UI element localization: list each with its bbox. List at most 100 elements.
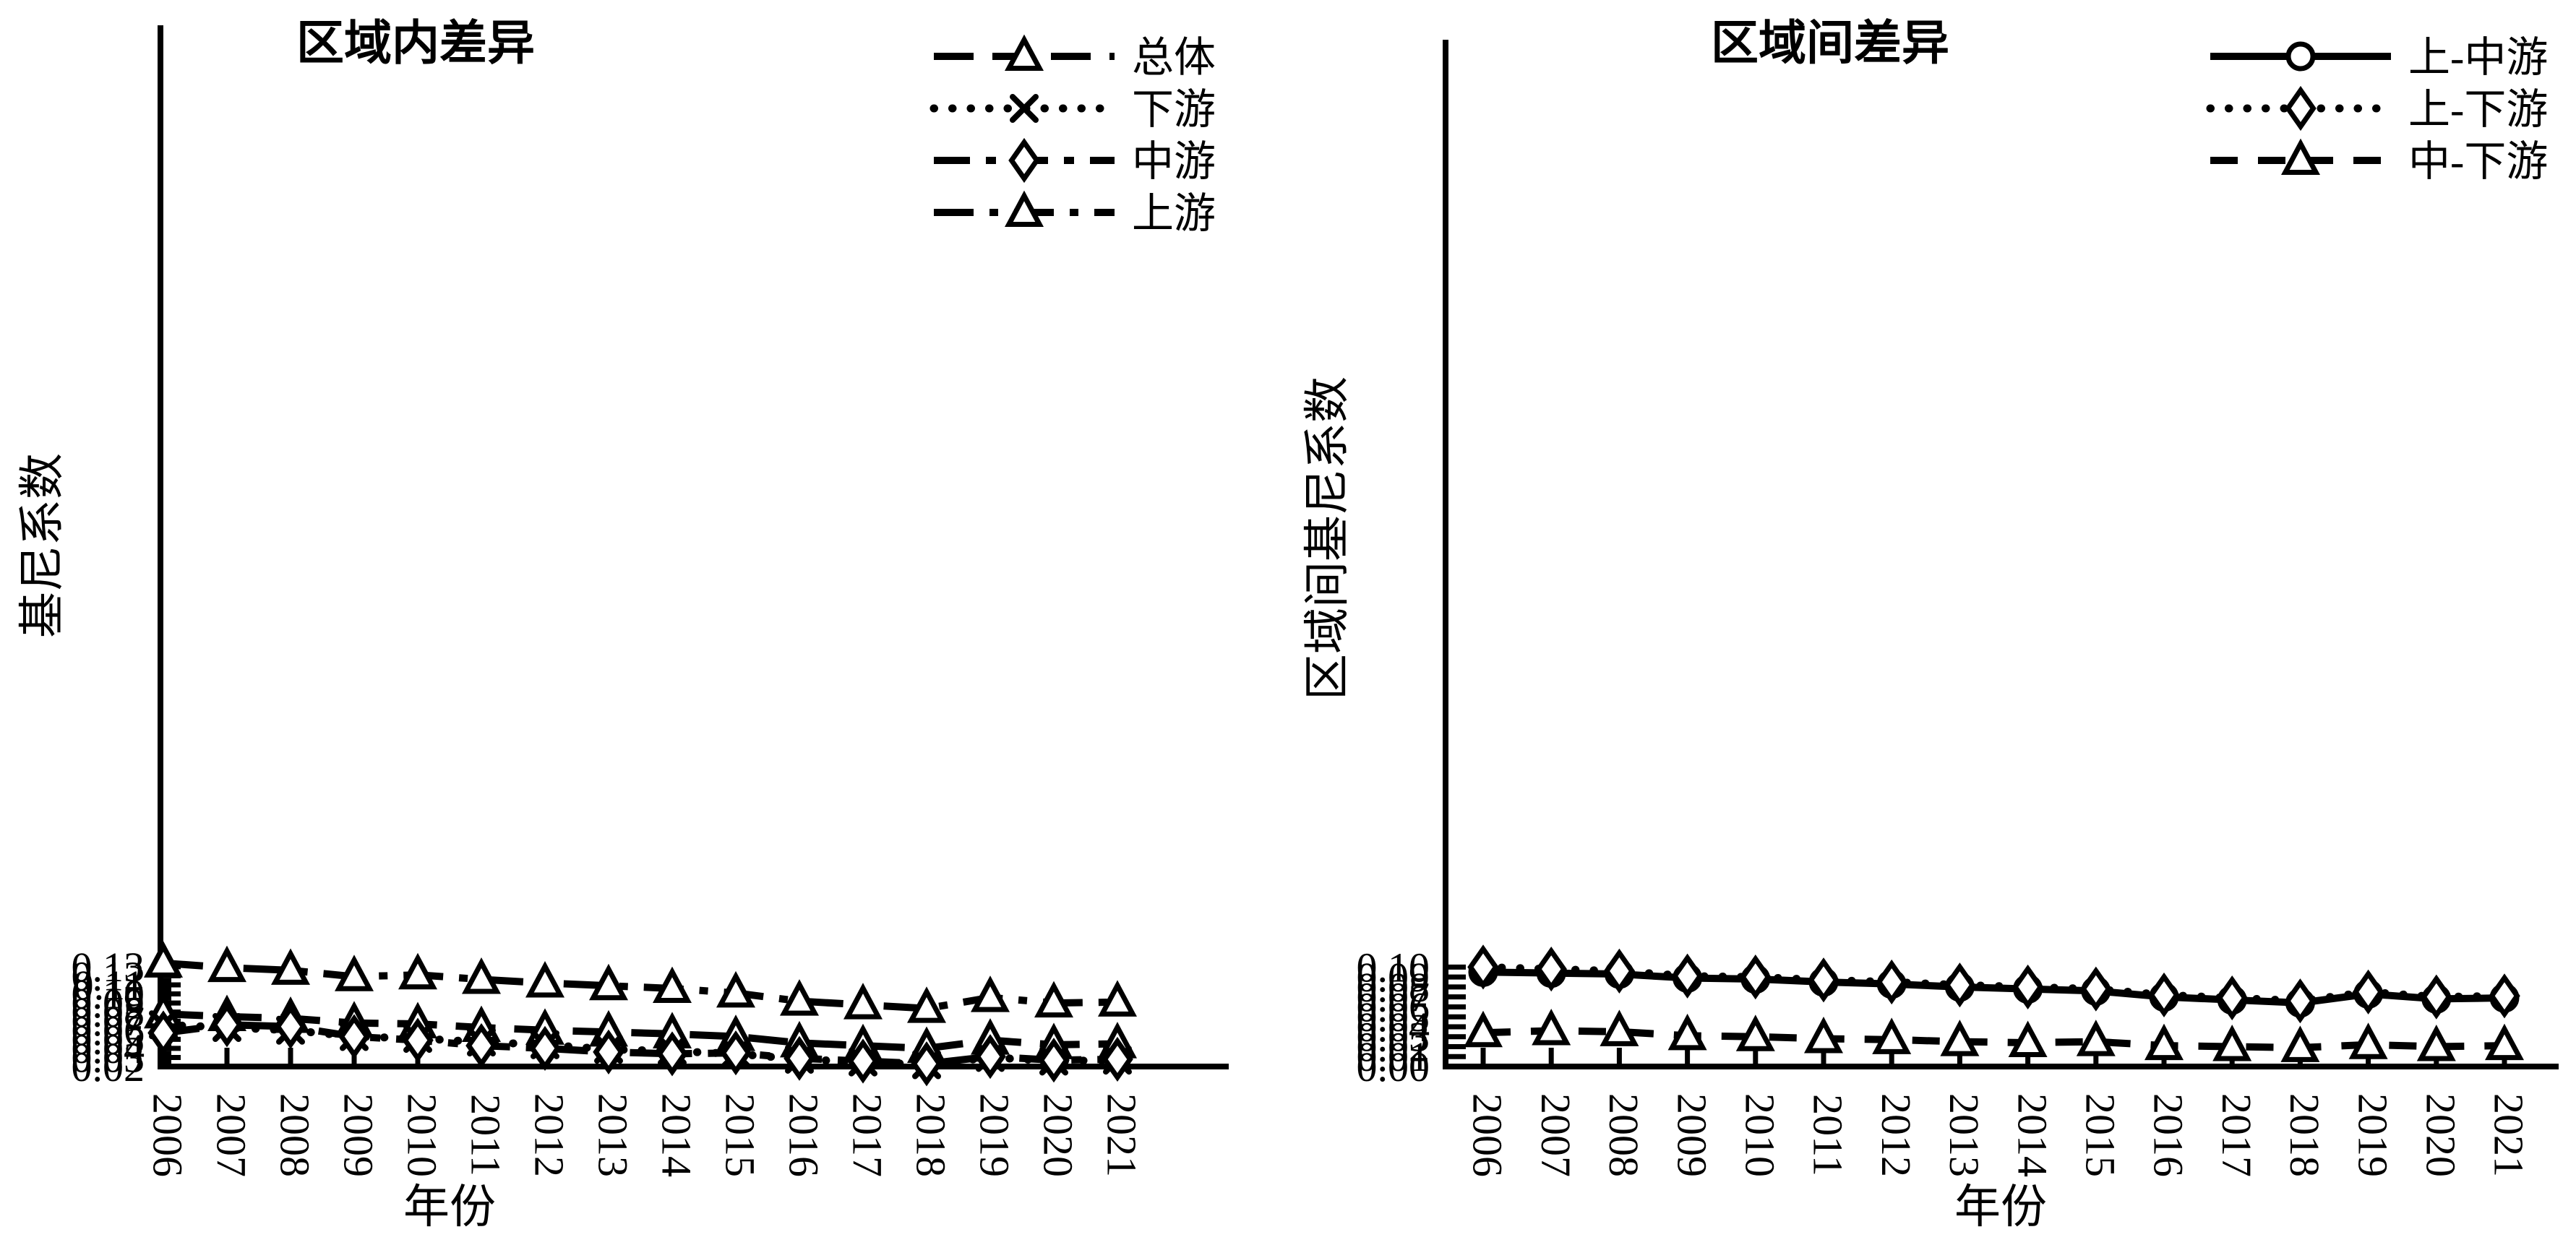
x-tick-label: 2008 (1600, 1093, 1647, 1177)
marker-triangle (2416, 1025, 2456, 1061)
legend-label: 上-下游 (2408, 86, 2548, 133)
marker-diamond (2285, 85, 2317, 132)
y-tick-label: 0.02 (72, 1043, 145, 1090)
marker-triangle (906, 986, 947, 1023)
marker-diamond (211, 1002, 243, 1048)
x-tick-label: 2015 (2077, 1093, 2124, 1177)
marker-diamond (1102, 1036, 1133, 1082)
marker-diamond (2421, 974, 2452, 1020)
x-tick-label: 2006 (1464, 1093, 1511, 1177)
marker-diamond (402, 1017, 434, 1063)
marker-triangle (270, 948, 311, 985)
marker-diamond (1603, 948, 1636, 994)
x-tick-label: 2010 (399, 1093, 446, 1177)
marker-triangle (525, 961, 565, 998)
y-tick-label: 0.12 (72, 952, 145, 999)
marker-triangle (843, 983, 883, 1020)
marker-triangle (1872, 1017, 1912, 1054)
marker-diamond (593, 1029, 624, 1075)
marker-triangle (652, 966, 692, 1004)
marker-diamond (1944, 962, 1976, 1008)
x-tick-label: 2014 (2009, 1093, 2056, 1177)
intra-regional-chart: 0.020.030.040.050.060.070.080.090.100.11… (17, 17, 1229, 1233)
x-tick-label: 2006 (145, 1093, 192, 1177)
legend-label: 中游 (1132, 138, 1216, 185)
legend: 上-中游上-下游中-下游 (2206, 34, 2548, 185)
inter-regional-chart: 0.000.010.020.030.040.050.060.070.080.09… (1302, 17, 2559, 1233)
x-tick-label: 2013 (1941, 1093, 1988, 1177)
y-tick-label: 0.07 (72, 998, 145, 1045)
x-tick-label: 2016 (2145, 1093, 2192, 1177)
marker-triangle (1004, 190, 1044, 228)
y-tick-label: 0.05 (1357, 994, 1430, 1041)
y-tick-label: 0.07 (1357, 974, 1430, 1021)
marker-triangle (2076, 1020, 2116, 1056)
marker-diamond (847, 1038, 879, 1084)
marker-diamond (656, 1031, 688, 1077)
x-tick-label: 2018 (908, 1093, 955, 1177)
marker-diamond (1467, 944, 1499, 990)
x-tick-label: 2009 (1668, 1093, 1715, 1177)
x-tick-label: 2014 (653, 1093, 700, 1177)
marker-triangle (1803, 1017, 1844, 1054)
series-markers-中-下游 (1463, 1009, 2525, 1062)
x-tick-label: 2012 (1873, 1093, 1920, 1177)
marker-diamond (1008, 137, 1040, 184)
chart-title: 区域间差异 (1711, 17, 1949, 70)
series-line-上-中游 (1482, 968, 2505, 1007)
y-tick-label: 0.01 (1357, 1033, 1430, 1080)
axis-lines (158, 25, 1229, 1069)
marker-triangle (334, 955, 374, 991)
y-tick-label: 0.08 (72, 989, 145, 1036)
marker-diamond (974, 1034, 1006, 1080)
marker-diamond (783, 1035, 815, 1081)
y-tick-label: 0.04 (72, 1025, 145, 1072)
marker-diamond (1876, 959, 1907, 1005)
legend-label: 上-中游 (2408, 34, 2548, 81)
series-line-中-下游 (1482, 1027, 2505, 1051)
x-tick-label: 2008 (272, 1093, 319, 1177)
y-tick-label: 0.11 (73, 962, 145, 1009)
marker-triangle (716, 970, 756, 1008)
marker-triangle (1004, 34, 1044, 72)
marker-triangle (588, 963, 629, 1001)
marker-x (1010, 94, 1039, 123)
y-tick-label: 0.03 (1357, 1014, 1430, 1061)
marker-diamond (338, 1014, 370, 1059)
marker-triangle (2348, 1022, 2388, 1059)
marker-diamond (1038, 1038, 1070, 1083)
marker-diamond (2148, 972, 2180, 1018)
axis-lines (1443, 40, 2559, 1069)
y-tick-label: 0.13 (72, 944, 145, 991)
marker-diamond (147, 1010, 179, 1056)
series-markers-上-下游 (1467, 944, 2520, 1024)
y-tick-label: 0.06 (72, 1007, 145, 1054)
x-tick-label: 2021 (1099, 1093, 1146, 1177)
x-tick-label: 2017 (2213, 1093, 2260, 1177)
marker-diamond (2489, 973, 2520, 1019)
marker-triangle (2144, 1023, 2184, 1061)
y-tick-label: 0.06 (1357, 983, 1430, 1030)
x-tick-label: 2007 (208, 1093, 255, 1177)
marker-diamond (1535, 947, 1567, 992)
marker-triangle (2008, 1020, 2048, 1058)
marker-triangle (2280, 138, 2321, 176)
marker-diamond (720, 1030, 752, 1076)
x-tick-label: 2020 (2417, 1093, 2464, 1177)
marker-triangle (461, 957, 502, 994)
marker-triangle (1532, 1009, 1571, 1046)
legend-label: 下游 (1132, 86, 1216, 133)
y-tick-label: 0.09 (72, 980, 145, 1027)
marker-triangle (398, 952, 438, 990)
series-markers-中游 (147, 1002, 1133, 1087)
legend-label: 上游 (1132, 190, 1216, 237)
x-tick-label: 2009 (335, 1093, 382, 1177)
series-line-总体 (163, 1010, 1118, 1052)
x-tick-label: 2019 (971, 1093, 1018, 1177)
x-tick-label: 2020 (1035, 1093, 1082, 1177)
x-tick-label: 2013 (590, 1093, 637, 1177)
marker-diamond (465, 1023, 497, 1069)
x-tick-label: 2011 (463, 1094, 510, 1176)
series-line-中游 (163, 1021, 1118, 1068)
